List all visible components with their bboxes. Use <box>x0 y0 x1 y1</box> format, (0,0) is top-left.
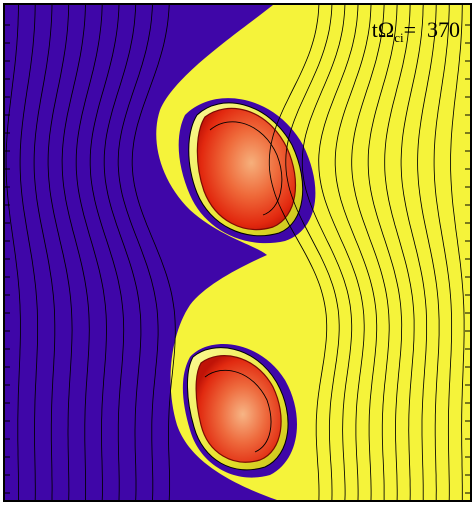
contour-line <box>47 5 73 500</box>
contour-line <box>75 5 107 500</box>
time-subscript: ci <box>394 30 404 45</box>
contour-line <box>384 5 415 500</box>
omega-symbol: Ω <box>377 17 395 42</box>
contour-lines <box>5 5 465 500</box>
contour-line <box>33 5 56 500</box>
contour-line <box>285 5 340 500</box>
contour-line <box>61 5 90 500</box>
contour-line <box>400 5 428 500</box>
equals-sign: = <box>403 17 416 42</box>
contour-line <box>5 5 21 500</box>
background-fluid-region <box>5 5 277 500</box>
time-value: 370 <box>427 17 460 42</box>
time-label: tΩci= 370 <box>371 17 460 45</box>
contour-line <box>301 5 353 500</box>
contour-line <box>417 5 440 500</box>
contour-line <box>19 5 39 500</box>
contour-line <box>433 5 453 500</box>
frame-ticks <box>5 24 470 494</box>
contour-line <box>268 5 328 500</box>
lower-vortex-core <box>195 355 282 463</box>
lower-core-swirl <box>204 369 272 453</box>
time-prefix: t <box>371 17 378 42</box>
contour-line <box>117 5 159 500</box>
contour-line <box>334 5 378 500</box>
contour-line <box>367 5 403 500</box>
contour-line <box>318 5 365 500</box>
contour-line <box>103 5 142 500</box>
contour-line <box>131 5 176 500</box>
contour-line <box>351 5 390 500</box>
simulation-frame: tΩci= 370 <box>3 3 472 502</box>
contour-line <box>450 5 465 500</box>
upper-vortex-core <box>196 107 297 231</box>
vortex-field-plot <box>5 5 470 500</box>
contour-line <box>89 5 125 500</box>
upper-core-swirl <box>209 121 283 216</box>
